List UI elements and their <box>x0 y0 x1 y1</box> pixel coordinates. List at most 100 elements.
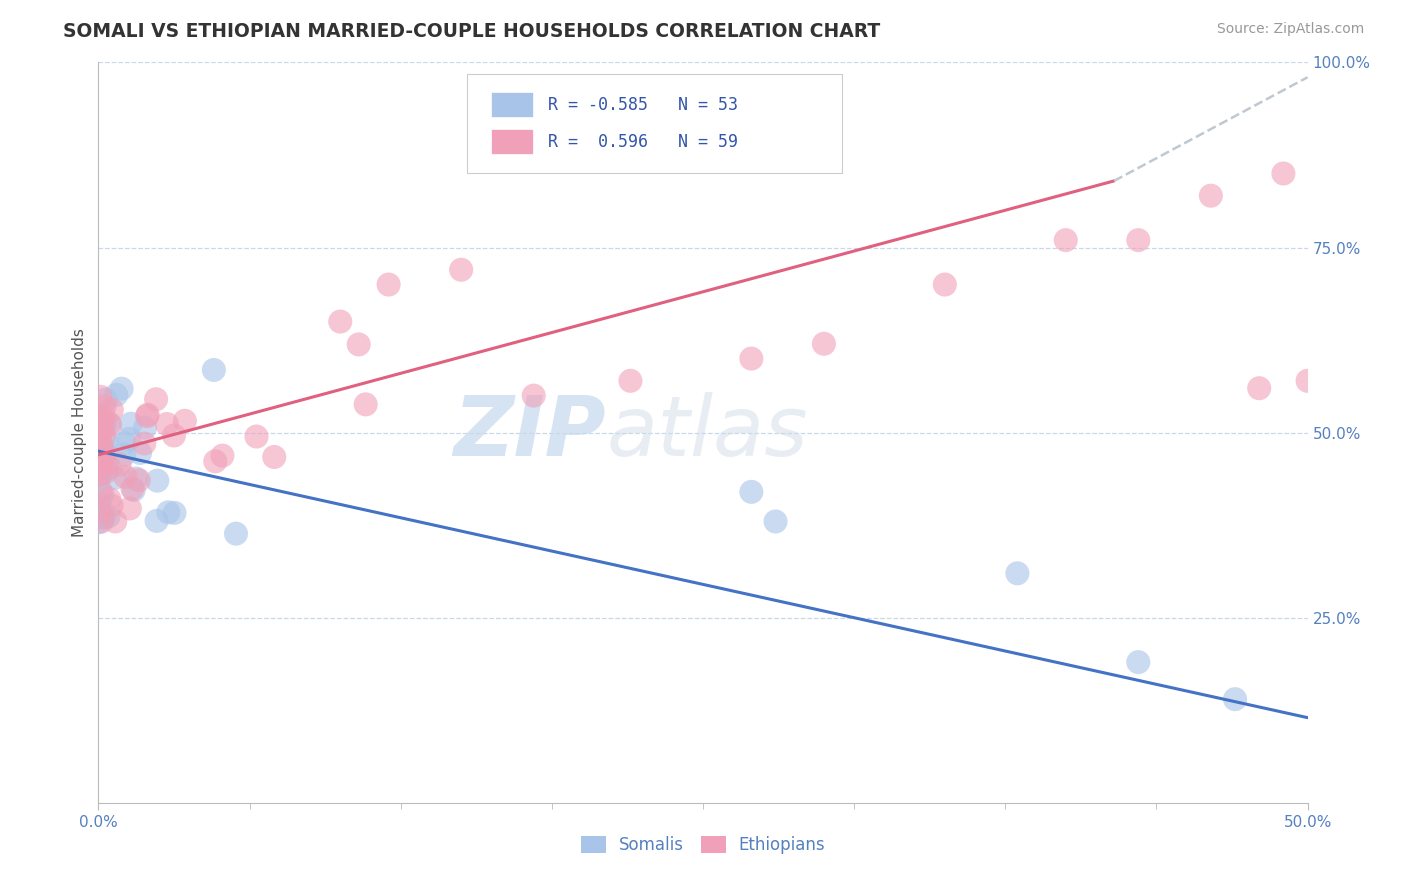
Point <box>145 392 167 407</box>
Point <box>89 419 111 434</box>
Point <box>89 467 111 482</box>
Point <box>174 414 197 428</box>
Point <box>156 417 179 431</box>
Point <box>87 516 110 530</box>
Point <box>134 420 156 434</box>
Point <box>157 505 180 519</box>
Point <box>98 491 121 506</box>
Point <box>934 277 956 292</box>
Point <box>91 510 114 524</box>
Point <box>87 506 110 520</box>
Point <box>136 408 159 422</box>
Legend: Somalis, Ethiopians: Somalis, Ethiopians <box>574 830 832 861</box>
Point <box>377 277 399 292</box>
Point <box>87 417 110 432</box>
Point <box>89 452 111 467</box>
Point <box>87 459 110 474</box>
FancyBboxPatch shape <box>467 73 842 173</box>
Text: ZIP: ZIP <box>454 392 606 473</box>
Point <box>91 460 114 475</box>
Point <box>91 510 114 524</box>
Point <box>108 458 131 472</box>
Point <box>740 484 762 499</box>
Point <box>91 439 114 453</box>
Point <box>93 427 115 442</box>
Point <box>120 417 142 431</box>
Point <box>329 314 352 328</box>
Point <box>245 429 267 443</box>
Point <box>163 428 186 442</box>
Point <box>112 447 135 461</box>
Point <box>1007 566 1029 581</box>
Point <box>145 514 167 528</box>
Point <box>347 337 370 351</box>
Text: SOMALI VS ETHIOPIAN MARRIED-COUPLE HOUSEHOLDS CORRELATION CHART: SOMALI VS ETHIOPIAN MARRIED-COUPLE HOUSE… <box>63 22 880 41</box>
Point <box>101 402 124 417</box>
Point <box>89 390 111 404</box>
Point <box>93 399 115 413</box>
Point <box>90 441 112 455</box>
Point <box>98 417 121 432</box>
Point <box>263 450 285 464</box>
Text: atlas: atlas <box>606 392 808 473</box>
Point <box>129 446 152 460</box>
Point <box>89 505 111 519</box>
Point <box>87 457 110 471</box>
Text: R = -0.585   N = 53: R = -0.585 N = 53 <box>548 95 738 113</box>
Point <box>619 374 641 388</box>
Point <box>523 388 546 402</box>
Point <box>89 409 111 424</box>
Point <box>89 461 111 475</box>
Point <box>91 488 114 502</box>
Point <box>105 388 128 402</box>
Point <box>90 427 112 442</box>
Point <box>87 425 110 439</box>
Point <box>98 461 121 475</box>
Text: Source: ZipAtlas.com: Source: ZipAtlas.com <box>1216 22 1364 37</box>
Point <box>87 440 110 454</box>
Point <box>104 471 127 485</box>
Point <box>1296 374 1319 388</box>
Point <box>1128 233 1150 247</box>
Point <box>118 432 141 446</box>
Point <box>1128 655 1150 669</box>
FancyBboxPatch shape <box>492 92 533 117</box>
Point <box>122 483 145 497</box>
Point <box>94 392 117 407</box>
Point <box>740 351 762 366</box>
Point <box>87 473 110 487</box>
Point <box>90 467 112 481</box>
Point <box>96 458 118 472</box>
Point <box>104 515 127 529</box>
Point <box>91 420 114 434</box>
Point <box>96 465 118 479</box>
Point <box>121 482 143 496</box>
Point <box>93 409 115 424</box>
Point <box>97 509 120 524</box>
Text: R =  0.596   N = 59: R = 0.596 N = 59 <box>548 133 738 151</box>
Point <box>354 397 377 411</box>
Point <box>91 416 114 430</box>
Point <box>211 449 233 463</box>
Point <box>163 506 186 520</box>
Point <box>87 444 110 458</box>
Point <box>90 442 112 456</box>
Point <box>128 473 150 487</box>
Point <box>90 452 112 467</box>
Point <box>90 453 112 467</box>
Point <box>225 526 247 541</box>
Point <box>87 417 110 431</box>
Point <box>89 467 111 482</box>
Point <box>134 436 156 450</box>
Point <box>110 382 132 396</box>
Point <box>136 409 159 424</box>
Point <box>125 471 148 485</box>
Point <box>1223 692 1246 706</box>
FancyBboxPatch shape <box>492 129 533 154</box>
Point <box>90 483 112 498</box>
Point <box>118 501 141 516</box>
Point <box>96 434 118 449</box>
Point <box>89 415 111 429</box>
Y-axis label: Married-couple Households: Married-couple Households <box>72 328 87 537</box>
Point <box>1054 233 1077 247</box>
